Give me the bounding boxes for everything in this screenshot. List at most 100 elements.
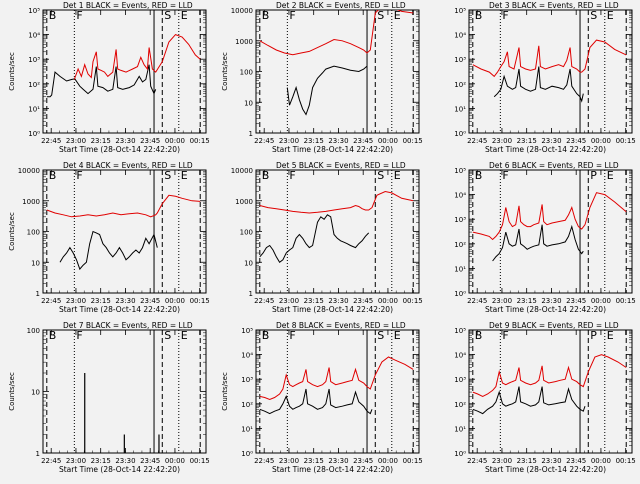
y-tick-label: 10	[31, 259, 40, 267]
x-tick-label: 00:15	[616, 297, 636, 305]
x-tick-label: 00:15	[403, 457, 423, 465]
panel-title: Det 7 BLACK = Events, RED = LLD	[63, 321, 193, 330]
y-tick-label: 10000	[18, 167, 40, 175]
x-tick-label: 23:45	[353, 137, 373, 145]
x-tick-label: 23:30	[115, 137, 135, 145]
y-tick-label: 10⁵	[454, 167, 466, 175]
x-tick-label: 23:30	[115, 457, 135, 465]
time-marker-label: B	[475, 9, 483, 22]
time-marker-label: F	[76, 329, 82, 342]
x-axis-label: Start Time (28-Oct-14 22:42:20)	[485, 465, 606, 474]
time-marker-label: E	[394, 9, 401, 22]
x-axis-label: Start Time (28-Oct-14 22:42:20)	[59, 305, 180, 314]
y-tick-label: 100	[240, 69, 253, 77]
x-tick-label: 23:15	[304, 457, 324, 465]
time-marker-label: F	[289, 329, 295, 342]
panel-title: Det 8 BLACK = Events, RED = LLD	[276, 321, 406, 330]
time-marker-label: F	[502, 169, 508, 182]
x-tick-label: 23:15	[517, 457, 537, 465]
series-lld	[259, 356, 414, 401]
time-marker-label: E	[181, 9, 188, 22]
detector-panel-2: Det 2 BLACK = Events, RED = LLD 1 10 100 100…	[221, 1, 423, 154]
time-marker-label: S	[590, 9, 597, 22]
y-tick-label: 10²	[28, 81, 40, 89]
y-tick-label: 10¹	[454, 105, 466, 113]
detector-panel-9: Det 9 BLACK = Events, RED = LLD 10⁰ 10¹ 10²…	[454, 321, 635, 474]
y-tick-label: 10⁵	[28, 7, 40, 15]
y-tick-label: 10¹	[28, 105, 40, 113]
x-tick-label: 00:00	[378, 297, 398, 305]
x-tick-label: 22:45	[254, 457, 274, 465]
x-tick-label: 22:45	[41, 457, 61, 465]
x-tick-label: 22:45	[41, 297, 61, 305]
x-axis-label: Start Time (28-Oct-14 22:42:20)	[59, 145, 180, 154]
panel-title: Det 9 BLACK = Events, RED = LLD	[489, 321, 619, 330]
x-tick-label: 00:15	[616, 457, 636, 465]
time-marker-label: P	[590, 329, 597, 342]
x-tick-label: 00:00	[378, 137, 398, 145]
y-axis-label: Counts/sec	[8, 372, 16, 411]
x-tick-label: 00:15	[190, 297, 210, 305]
detector-panel-3: Det 3 BLACK = Events, RED = LLD 10⁰ 10¹ 10²…	[454, 1, 635, 154]
y-tick-label: 10⁴	[28, 32, 40, 40]
panel-title: Det 3 BLACK = Events, RED = LLD	[489, 1, 619, 10]
y-tick-label: 10⁵	[241, 327, 253, 335]
x-tick-label: 22:45	[467, 137, 487, 145]
x-tick-label: 00:00	[591, 297, 611, 305]
y-axis-label: Counts/sec	[8, 212, 16, 251]
x-tick-label: 23:30	[541, 297, 561, 305]
series-events	[493, 66, 584, 103]
x-tick-label: 23:45	[140, 457, 160, 465]
x-tick-label: 23:30	[328, 457, 348, 465]
series-lld	[472, 192, 627, 241]
y-tick-label: 10	[244, 259, 253, 267]
series-events	[59, 230, 158, 271]
x-tick-label: 23:15	[91, 137, 111, 145]
y-tick-label: 100	[240, 229, 253, 237]
y-tick-label: 10⁰	[241, 450, 253, 458]
y-tick-label: 1000	[235, 38, 253, 46]
series-lld	[472, 354, 627, 397]
y-tick-label: 10²	[454, 81, 466, 89]
plot-frame	[468, 169, 633, 294]
x-tick-label: 23:15	[304, 137, 324, 145]
time-marker-label: B	[49, 9, 57, 22]
x-axis-label: Start Time (28-Oct-14 22:42:20)	[272, 145, 393, 154]
series-lld	[259, 10, 414, 56]
panel-title: Det 1 BLACK = Events, RED = LLD	[63, 1, 193, 10]
time-marker-label: F	[502, 329, 508, 342]
x-tick-label: 00:00	[165, 457, 185, 465]
y-tick-label: 10²	[241, 401, 253, 409]
x-tick-label: 00:00	[165, 297, 185, 305]
plot-frame	[468, 329, 633, 454]
x-axis-label: Start Time (28-Oct-14 22:42:20)	[272, 465, 393, 474]
time-marker-label: F	[502, 9, 508, 22]
x-tick-label: 23:45	[140, 137, 160, 145]
series-events	[472, 386, 586, 415]
y-tick-label: 10²	[454, 401, 466, 409]
x-tick-label: 23:30	[115, 297, 135, 305]
x-tick-label: 23:15	[91, 457, 111, 465]
time-marker-label: B	[475, 329, 483, 342]
x-axis-label: Start Time (28-Oct-14 22:42:20)	[272, 305, 393, 314]
x-tick-label: 23:00	[492, 297, 512, 305]
y-tick-label: 10⁰	[454, 450, 466, 458]
time-marker-label: E	[394, 329, 401, 342]
plot-frame	[468, 9, 633, 134]
series-events	[286, 65, 368, 116]
series-lld	[73, 34, 201, 80]
time-marker-label: S	[377, 329, 384, 342]
y-tick-label: 10³	[28, 56, 40, 64]
x-tick-label: 23:00	[492, 457, 512, 465]
x-tick-label: 23:00	[66, 137, 86, 145]
panel-title: Det 2 BLACK = Events, RED = LLD	[276, 1, 406, 10]
x-tick-label: 00:00	[165, 137, 185, 145]
y-tick-label: 1000	[235, 198, 253, 206]
x-axis-label: Start Time (28-Oct-14 22:42:20)	[485, 145, 606, 154]
x-tick-label: 23:45	[140, 297, 160, 305]
x-tick-label: 00:15	[616, 137, 636, 145]
x-tick-label: 22:45	[467, 297, 487, 305]
y-tick-label: 10⁵	[454, 327, 466, 335]
x-tick-label: 23:00	[66, 457, 86, 465]
